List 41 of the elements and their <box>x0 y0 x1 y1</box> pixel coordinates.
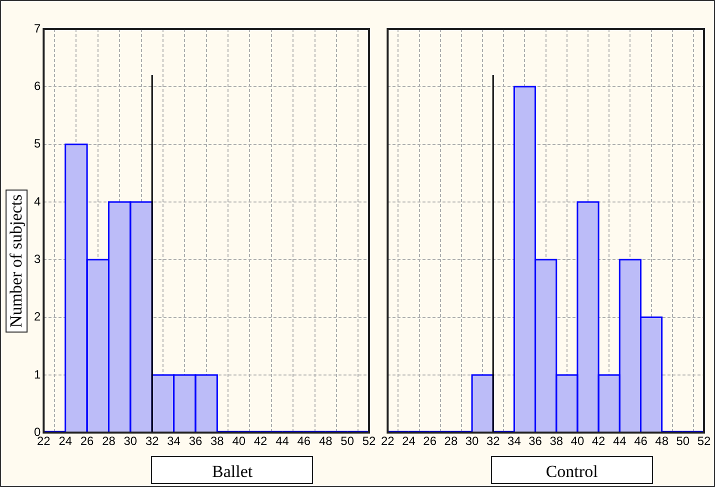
x-tick-label: 48 <box>318 434 333 448</box>
x-tick-label: 42 <box>592 434 606 448</box>
x-tick-label: 28 <box>102 434 116 448</box>
x-tick-label: 26 <box>80 434 94 448</box>
x-tick-label: 40 <box>232 434 246 448</box>
x-tick-label: 40 <box>570 434 584 448</box>
y-tick-label: 5 <box>34 136 41 151</box>
x-tick-label: 50 <box>340 434 354 448</box>
x-tick-label: 32 <box>145 434 160 448</box>
x-tick-label: 36 <box>528 434 542 448</box>
x-tick-label: 36 <box>188 434 202 448</box>
x-tick-label: 46 <box>297 434 311 448</box>
y-tick-label: 4 <box>34 194 41 208</box>
x-tick-label: 30 <box>465 434 480 448</box>
y-tick-label: 3 <box>34 252 41 266</box>
x-tick-label: 28 <box>444 434 458 448</box>
x-tick-label: 48 <box>655 434 669 448</box>
x-axis-title: Ballet <box>151 456 314 484</box>
y-tick-label: 6 <box>34 78 41 93</box>
x-tick-label: 32 <box>486 434 500 448</box>
x-tick-label: 52 <box>362 434 376 448</box>
y-tick-label: 2 <box>34 310 41 324</box>
x-tick-label: 24 <box>402 434 416 448</box>
x-tick-label: 52 <box>697 434 711 448</box>
x-axis-title: Control <box>490 456 653 484</box>
y-axis-title: Number of subjects <box>5 189 28 332</box>
x-tick-label: 30 <box>124 434 138 448</box>
y-tick-label: 7 <box>34 21 41 36</box>
x-tick-label: 44 <box>612 434 627 448</box>
x-tick-label: 50 <box>676 434 690 448</box>
x-tick-label: 34 <box>167 434 181 448</box>
x-tick-label: 38 <box>210 434 224 448</box>
x-tick-label: 22 <box>380 434 395 448</box>
x-tick-label: 42 <box>254 434 268 448</box>
x-tick-label: 46 <box>634 434 648 448</box>
y-tick-label: 1 <box>34 367 41 382</box>
x-tick-label: 26 <box>423 434 437 448</box>
x-tick-label: 34 <box>508 434 522 448</box>
x-tick-label: 44 <box>276 434 290 448</box>
x-tick-label: 24 <box>58 434 72 448</box>
x-tick-label: 38 <box>550 434 564 448</box>
